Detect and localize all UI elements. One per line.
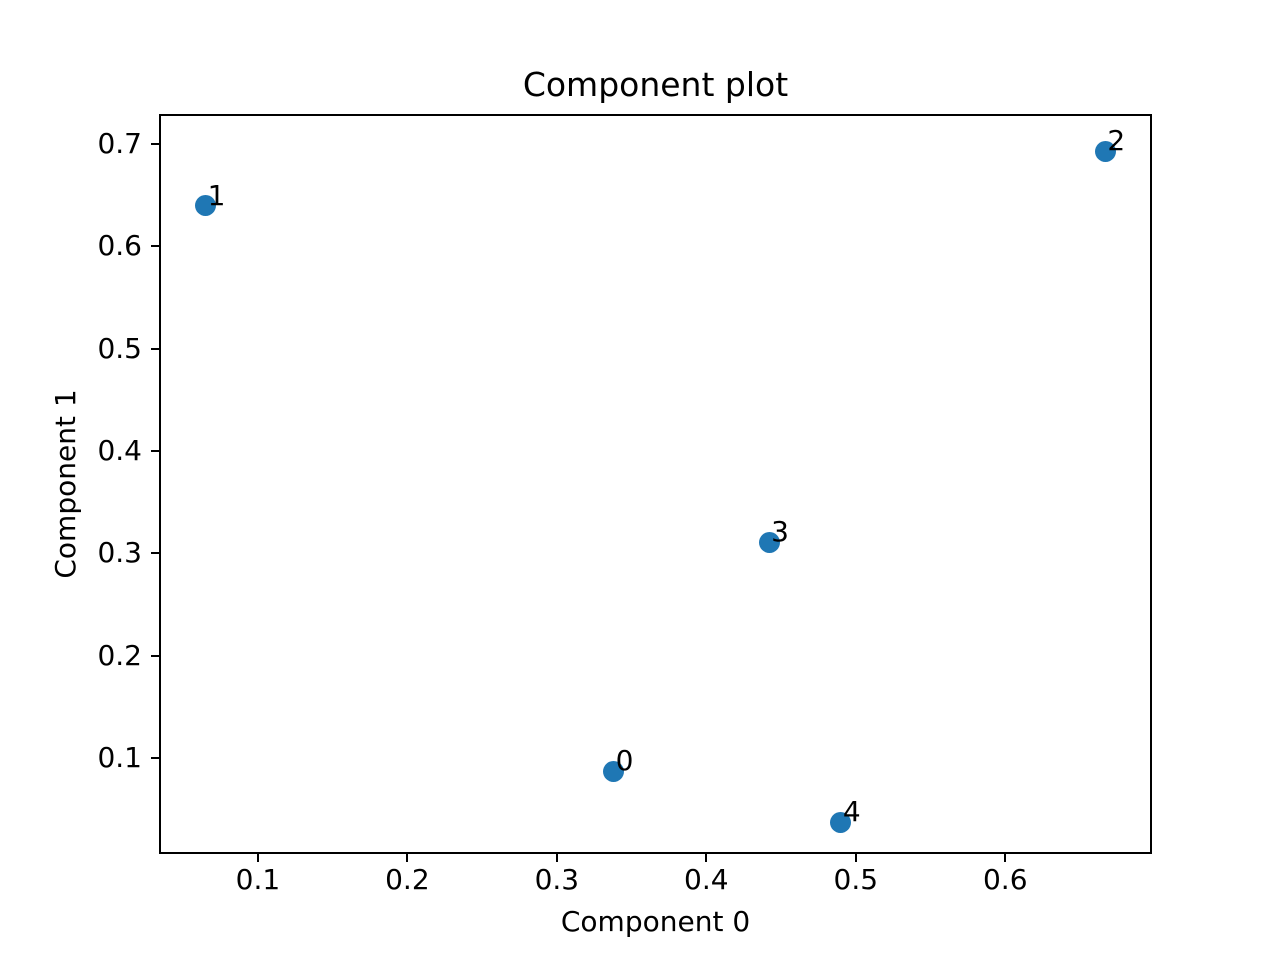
data-point-label: 3 [771, 515, 789, 549]
x-tick-label: 0.3 [534, 863, 580, 896]
y-tick-mark [151, 552, 160, 555]
data-point-label: 2 [1107, 124, 1126, 158]
plot-area [159, 114, 1152, 854]
x-tick-label: 0.6 [982, 863, 1028, 896]
data-point-label: 1 [207, 178, 226, 212]
y-tick-label: 0.7 [97, 127, 142, 161]
x-tick-label: 0.2 [385, 863, 430, 896]
data-point-label: 0 [615, 744, 634, 778]
x-tick-mark [1004, 853, 1007, 862]
y-tick-label: 0.3 [97, 536, 142, 570]
x-axis-label: Component 0 [560, 905, 751, 938]
data-point [758, 531, 780, 553]
y-tick-label: 0.6 [97, 229, 142, 263]
y-tick-label: 0.5 [97, 331, 142, 365]
data-point [1094, 140, 1116, 162]
data-point-label: 4 [842, 795, 861, 829]
x-tick-label: 0.5 [833, 863, 879, 896]
chart-title: Component plot [522, 65, 789, 104]
x-tick-label: 0.4 [684, 863, 729, 896]
y-tick-mark [151, 756, 160, 759]
data-point [195, 195, 217, 217]
y-tick-mark [151, 245, 160, 248]
data-point [830, 811, 852, 833]
y-tick-mark [151, 347, 160, 350]
x-tick-mark [555, 853, 558, 862]
y-tick-mark [151, 654, 160, 657]
y-tick-mark [151, 143, 160, 146]
y-tick-mark [151, 450, 160, 452]
y-tick-label: 0.1 [97, 740, 142, 774]
x-tick-mark [854, 853, 857, 862]
y-tick-label: 0.2 [97, 638, 142, 672]
data-point [603, 760, 625, 782]
x-tick-mark [256, 853, 259, 862]
x-tick-mark [705, 853, 708, 862]
y-tick-label: 0.4 [97, 434, 142, 467]
x-tick-label: 0.1 [235, 863, 281, 896]
x-tick-mark [406, 853, 409, 862]
